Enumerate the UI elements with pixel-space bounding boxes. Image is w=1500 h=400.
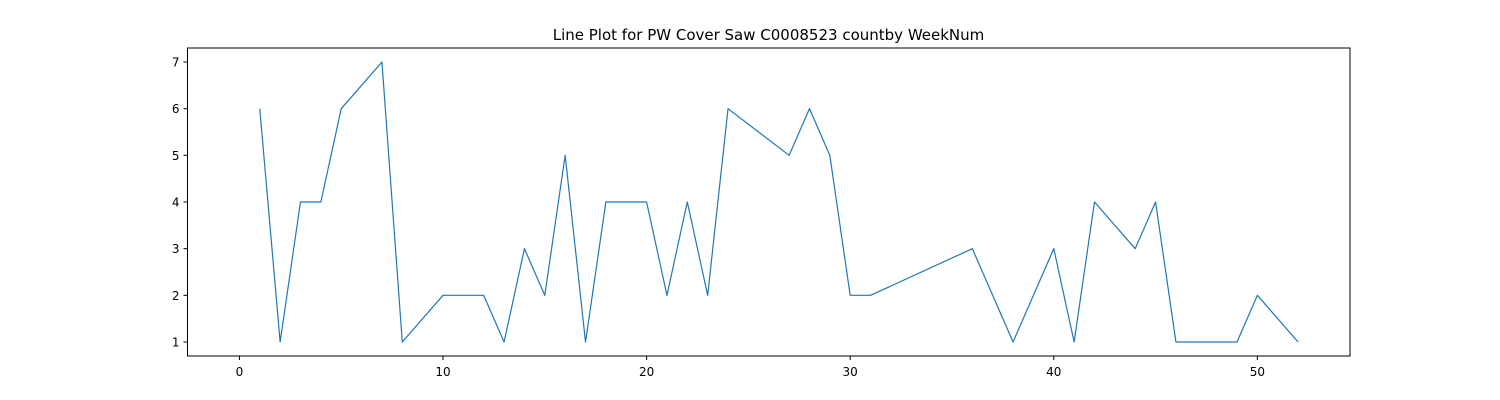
y-axis: 1 2 3 4 5 6 7 — [172, 56, 188, 350]
x-tick-label: 50 — [1250, 365, 1265, 379]
series-line — [259, 61, 1299, 343]
chart-title: Line Plot for PW Cover Saw C0008523 coun… — [553, 26, 985, 44]
y-tick-label: 6 — [172, 102, 180, 116]
plot-frame — [187, 47, 1351, 357]
x-tick-label: 30 — [843, 365, 858, 379]
y-tick-label: 7 — [172, 56, 180, 70]
x-axis: 0 10 20 30 40 50 — [236, 356, 1265, 379]
y-tick-label: 3 — [172, 242, 180, 256]
x-tick-label: 40 — [1046, 365, 1061, 379]
y-tick-label: 4 — [172, 196, 180, 210]
y-tick-label: 5 — [172, 149, 180, 163]
x-tick-label: 0 — [236, 365, 244, 379]
x-tick-label: 10 — [435, 365, 450, 379]
x-tick-label: 20 — [639, 365, 654, 379]
y-tick-label: 1 — [172, 336, 180, 350]
y-tick-label: 2 — [172, 289, 180, 303]
